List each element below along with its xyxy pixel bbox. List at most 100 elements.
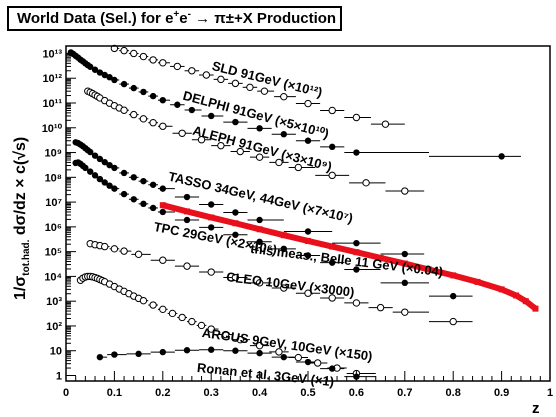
data-point-open: [149, 119, 157, 127]
data-point-open: [304, 99, 312, 108]
data-point-filled: [208, 224, 215, 231]
x-tick-label: 0.7: [397, 387, 412, 399]
x-tick-label: 0.1: [107, 387, 122, 399]
y-tick-label: 10⁶: [45, 222, 62, 234]
data-point-open: [101, 242, 109, 251]
data-point-filled: [159, 185, 166, 192]
x-tick-label: 0.3: [204, 387, 219, 399]
x-tick-label: 0.5: [300, 387, 315, 399]
data-point-filled: [353, 266, 360, 273]
data-point-filled: [106, 161, 113, 169]
data-point-filled: [101, 71, 108, 79]
x-axis: 0 0.1 0.2 0.3 0.4 0.5 0.6 0.7 0.8 0.9 1: [63, 371, 553, 399]
data-point-open: [168, 309, 177, 318]
chart-title: World Data (Sel.) for e+e- → π±+X Produc…: [7, 6, 342, 31]
data-point-open: [139, 115, 148, 123]
belle-point: [401, 260, 408, 267]
data-point-filled: [183, 347, 191, 354]
title-suffix: → π±+X Production: [190, 10, 337, 27]
data-point-open: [275, 348, 283, 356]
series-label: Ronan et al. 3GeV (×1): [196, 360, 334, 389]
x-tick-label: 0.6: [349, 387, 364, 399]
data-point-filled: [101, 158, 108, 166]
data-point-open: [328, 171, 336, 180]
data-point-filled: [130, 174, 137, 181]
data-point-open: [149, 301, 157, 309]
data-point-filled: [106, 74, 113, 81]
data-point-filled: [111, 351, 118, 358]
data-point-filled: [401, 279, 408, 287]
y-tick-label: 1: [56, 371, 62, 383]
data-point-filled: [140, 88, 147, 96]
data-point-open: [280, 284, 288, 292]
belle-point: [353, 249, 360, 256]
data-point-open: [217, 141, 225, 150]
data-point-filled: [82, 164, 89, 172]
data-point-filled: [329, 259, 336, 266]
title-mid: e: [179, 10, 188, 27]
belle-point: [426, 266, 432, 273]
data-point-open: [236, 335, 244, 344]
data-point-open: [328, 294, 336, 302]
data-point-filled: [256, 216, 263, 224]
data-point-filled: [111, 76, 118, 84]
x-tick-label: 0: [63, 387, 69, 399]
data-point-filled: [149, 181, 157, 188]
data-point-filled: [101, 179, 108, 186]
data-point-open: [110, 44, 119, 53]
x-axis-title: z: [532, 400, 540, 417]
data-point-filled: [120, 169, 128, 177]
data-point-open: [401, 187, 409, 195]
belle-point: [377, 254, 384, 261]
x-tick-label: 0.8: [446, 387, 461, 399]
data-point-filled: [280, 353, 287, 361]
data-point-filled: [232, 231, 239, 238]
data-point-filled: [256, 349, 263, 357]
data-point-filled: [135, 350, 142, 358]
y-tick-label: 10⁹: [45, 148, 62, 160]
y-tick-label: 10¹⁰: [42, 123, 63, 135]
data-point-open: [231, 273, 240, 282]
y-tick-label: 10¹²: [42, 73, 62, 85]
series-label: this meas., Belle 11 GeV (×0.04): [250, 241, 444, 280]
data-point-filled: [329, 365, 336, 372]
data-point-filled: [159, 348, 166, 356]
data-point-filled: [183, 216, 191, 224]
data-point-open: [188, 317, 196, 326]
data-point-open: [236, 147, 244, 156]
data-point-filled: [256, 238, 263, 245]
data-point-open: [255, 341, 264, 350]
data-point-filled: [91, 66, 99, 73]
y-tick-label: 10²: [46, 321, 62, 333]
y-tick-label: 10³: [46, 296, 62, 308]
data-point-open: [159, 122, 167, 130]
data-point-open: [222, 330, 230, 339]
data-point-open: [159, 256, 167, 264]
data-point-filled: [120, 190, 128, 198]
data-point-open: [207, 325, 215, 333]
data-point-filled: [183, 193, 191, 201]
data-point-filled: [91, 152, 99, 159]
data-point-open: [183, 262, 191, 270]
data-point-filled: [106, 182, 113, 189]
data-point-open: [328, 106, 336, 115]
x-tick-label: 1: [547, 387, 553, 399]
belle-point: [474, 278, 481, 285]
data-point-filled: [130, 84, 137, 92]
belle-point: [532, 305, 539, 312]
data-point-open: [120, 46, 128, 55]
data-point-open: [149, 56, 157, 64]
data-point-open: [304, 289, 312, 297]
data-point-open: [207, 268, 215, 276]
data-point-filled: [159, 208, 166, 216]
belle-point: [329, 243, 336, 250]
data-point-filled: [96, 155, 104, 163]
data-point-filled: [304, 137, 312, 144]
data-point-open: [260, 87, 269, 95]
data-point-open: [255, 279, 264, 287]
title-sup2: -: [187, 9, 191, 20]
series-labels: SLD 91GeV (×10¹²)DELPHI 91GeV (×5×10¹⁰)A…: [153, 58, 444, 389]
data-point-open: [275, 158, 283, 167]
data-point-filled: [130, 196, 137, 203]
data-point-filled: [304, 358, 312, 366]
